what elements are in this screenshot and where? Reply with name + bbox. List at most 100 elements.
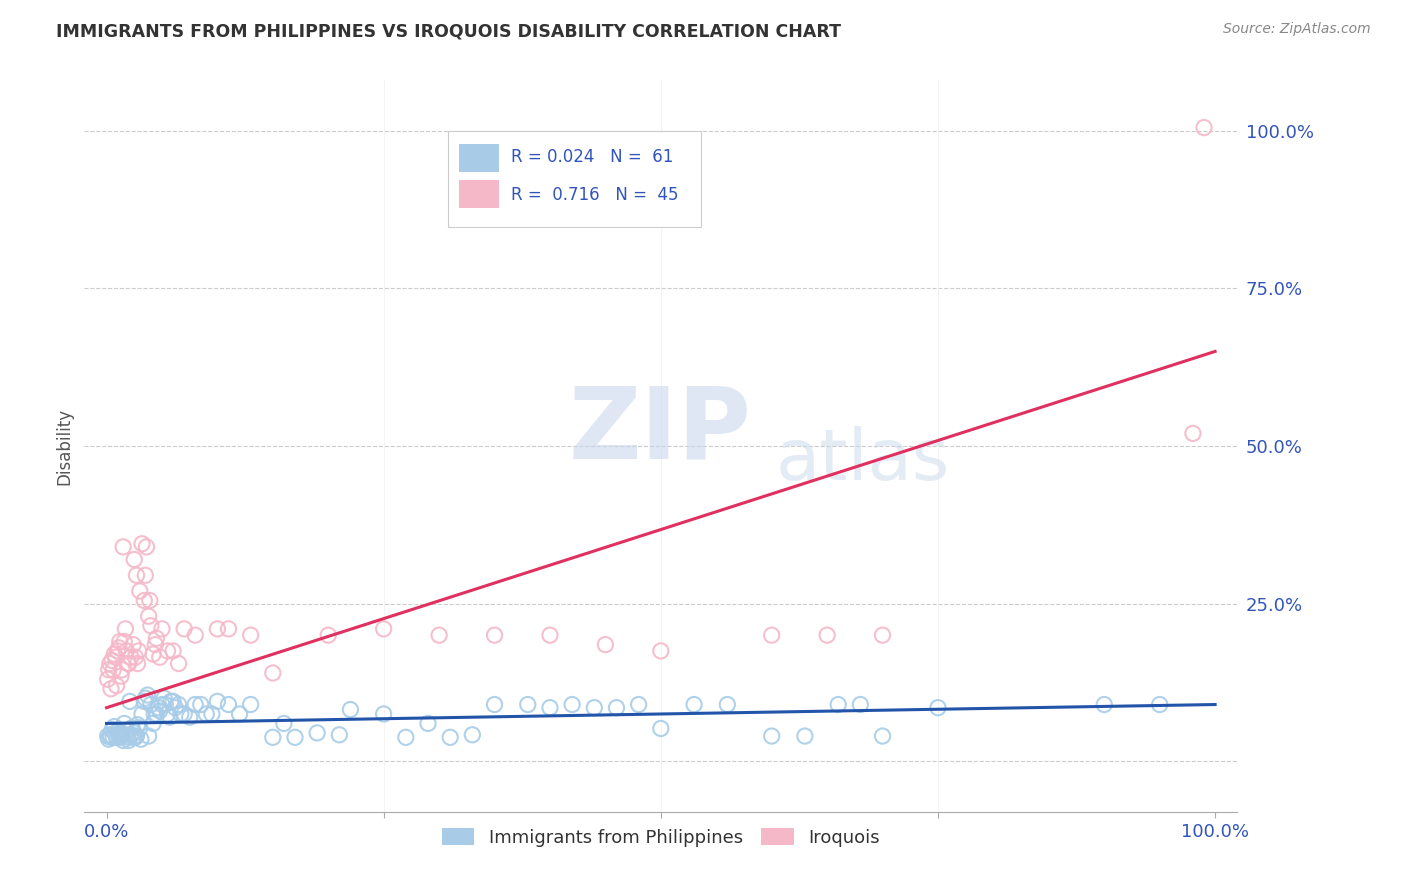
Point [134, 568, 156, 582]
Point [145, 632, 167, 646]
Point [328, 728, 350, 742]
Point [162, 644, 184, 658]
Point [131, 537, 153, 551]
Point [561, 698, 583, 712]
Point [650, 722, 672, 736]
Point [114, 728, 136, 742]
Point [190, 698, 212, 712]
Legend: Immigrants from Philippines, Iroquois: Immigrants from Philippines, Iroquois [434, 822, 887, 854]
Point [155, 698, 177, 712]
Point [105, 679, 128, 693]
Point [129, 732, 152, 747]
Point [150, 698, 173, 712]
Point [150, 622, 173, 636]
Point [173, 622, 195, 636]
Point [148, 700, 170, 714]
Point [872, 628, 894, 642]
Point [104, 650, 127, 665]
Point [118, 733, 141, 747]
Point [134, 593, 156, 607]
Point [118, 657, 141, 671]
Point [173, 706, 195, 721]
Point [416, 716, 439, 731]
Point [125, 729, 148, 743]
Point [112, 733, 135, 747]
Point [207, 694, 229, 708]
Point [142, 647, 165, 661]
Point [143, 706, 166, 721]
Point [149, 704, 172, 718]
Point [153, 691, 176, 706]
Point [128, 721, 150, 735]
Point [108, 726, 131, 740]
Point [373, 622, 395, 636]
Point [927, 700, 949, 714]
Point [439, 731, 461, 745]
Point [167, 657, 190, 671]
Point [111, 663, 134, 677]
Point [872, 729, 894, 743]
Point [107, 644, 129, 658]
Point [97, 732, 120, 747]
Point [122, 726, 145, 740]
Point [239, 698, 262, 712]
Point [484, 698, 506, 712]
Point [1192, 120, 1215, 135]
Point [110, 669, 132, 683]
Point [156, 644, 179, 658]
Point [849, 698, 872, 712]
Point [145, 706, 167, 721]
Point [307, 726, 329, 740]
Point [117, 731, 139, 745]
Point [538, 628, 561, 642]
Point [138, 729, 160, 743]
Point [595, 638, 617, 652]
Point [184, 698, 207, 712]
Point [284, 731, 307, 745]
Point [195, 706, 218, 721]
Point [112, 716, 135, 731]
Point [131, 706, 153, 721]
Point [112, 540, 135, 554]
Point [156, 706, 179, 721]
Point [120, 650, 142, 665]
Point [122, 731, 145, 745]
Point [103, 720, 125, 734]
Point [108, 634, 131, 648]
Point [228, 706, 250, 721]
Point [98, 657, 121, 671]
Point [97, 729, 120, 743]
Point [538, 700, 561, 714]
Point [125, 568, 148, 582]
Point [1181, 426, 1204, 441]
FancyBboxPatch shape [460, 180, 499, 208]
Text: R =  0.716   N =  45: R = 0.716 N = 45 [510, 186, 679, 204]
Point [98, 728, 121, 742]
Point [134, 691, 156, 706]
Point [184, 628, 207, 642]
Point [122, 638, 145, 652]
Point [650, 644, 672, 658]
Point [122, 552, 145, 566]
Point [583, 700, 606, 714]
Point [97, 663, 120, 677]
Point [516, 698, 538, 712]
Point [827, 698, 849, 712]
Point [105, 731, 128, 745]
Point [139, 618, 162, 632]
Text: IMMIGRANTS FROM PHILIPPINES VS IROQUOIS DISABILITY CORRELATION CHART: IMMIGRANTS FROM PHILIPPINES VS IROQUOIS … [56, 22, 841, 40]
Point [117, 657, 139, 671]
Point [135, 540, 157, 554]
Point [103, 663, 124, 677]
Point [127, 657, 149, 671]
Point [101, 653, 124, 667]
Point [605, 700, 627, 714]
Point [815, 628, 838, 642]
Point [427, 628, 450, 642]
Point [111, 728, 134, 742]
Point [115, 644, 138, 658]
Text: ZIP: ZIP [568, 383, 751, 480]
Point [339, 702, 361, 716]
Point [461, 728, 484, 742]
Point [107, 640, 129, 655]
